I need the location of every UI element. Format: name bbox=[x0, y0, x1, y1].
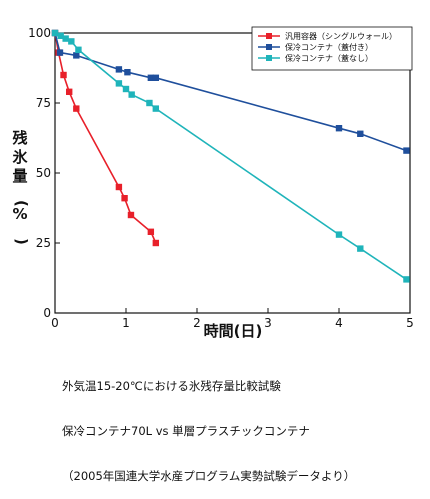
data-point bbox=[73, 105, 80, 112]
x-tick-label: 3 bbox=[264, 316, 272, 330]
x-axis-ticks: 0 1 2 3 4 5 bbox=[51, 308, 414, 330]
legend-label: 汎用容器（シングルウォール） bbox=[285, 31, 397, 41]
legend-item: 保冷コンテナ（蓋なし） bbox=[258, 53, 373, 63]
ice-retention-chart: 0 1 2 3 4 5 0 25 50 75 100 時間(日) 残氷量 (%) 汎用容器（シングル… bbox=[12, 26, 414, 340]
data-point bbox=[73, 52, 80, 59]
y-axis-title-char: ( bbox=[13, 200, 31, 207]
data-point bbox=[357, 130, 364, 137]
y-axis-title-char: 残 bbox=[12, 129, 27, 147]
x-tick-label: 5 bbox=[406, 316, 414, 330]
data-point bbox=[128, 91, 135, 98]
data-point bbox=[66, 88, 73, 95]
caption-line-2: 保冷コンテナ70L vs 単層プラスチックコンテナ bbox=[62, 424, 310, 438]
x-tick-label: 0 bbox=[51, 316, 59, 330]
y-tick-label: 50 bbox=[36, 166, 51, 180]
y-axis-title: 残氷量 (%) bbox=[12, 129, 30, 245]
y-tick-label: 0 bbox=[43, 306, 51, 320]
x-tick-label: 2 bbox=[193, 316, 201, 330]
legend-label: 保冷コンテナ（蓋なし） bbox=[285, 53, 373, 63]
x-tick-label: 4 bbox=[335, 316, 343, 330]
data-point bbox=[146, 99, 153, 107]
legend-swatch-marker bbox=[266, 33, 272, 39]
x-axis-title: 時間(日) bbox=[204, 322, 263, 340]
data-point bbox=[147, 74, 155, 81]
data-point bbox=[124, 69, 131, 76]
data-point bbox=[122, 85, 130, 93]
chart-caption: 外気温15-20℃における氷残存量比較試験 保冷コンテナ70L vs 単層プラス… bbox=[62, 349, 355, 499]
y-axis-ticks: 0 25 50 75 100 bbox=[28, 26, 60, 320]
data-point bbox=[403, 147, 410, 154]
legend-item: 保冷コンテナ（蓋付き） bbox=[258, 42, 373, 52]
caption-line-3: （2005年国連大学水産プログラム実勢試験データより） bbox=[62, 469, 356, 483]
data-point bbox=[51, 29, 59, 37]
data-point bbox=[115, 80, 123, 87]
data-point bbox=[152, 105, 160, 112]
data-point bbox=[115, 183, 123, 191]
data-point bbox=[56, 49, 64, 56]
data-point bbox=[75, 46, 82, 53]
series-3 bbox=[51, 29, 410, 283]
data-point bbox=[60, 71, 67, 79]
data-point bbox=[403, 276, 410, 283]
data-point bbox=[335, 125, 343, 132]
legend-swatch-marker bbox=[266, 55, 272, 61]
series-1 bbox=[51, 29, 160, 247]
data-point bbox=[335, 231, 343, 238]
data-point bbox=[68, 38, 75, 45]
data-point bbox=[152, 239, 160, 247]
data-point bbox=[127, 211, 135, 219]
data-point bbox=[57, 32, 64, 39]
y-axis-title-char: ) bbox=[13, 238, 31, 245]
legend-swatch-marker bbox=[266, 44, 272, 50]
data-point bbox=[115, 66, 123, 73]
y-axis-title-char: % bbox=[12, 205, 27, 223]
data-point bbox=[357, 245, 364, 252]
series-line bbox=[54, 32, 157, 244]
legend-item: 汎用容器（シングルウォール） bbox=[258, 31, 397, 41]
legend-box bbox=[251, 26, 413, 71]
legend: 汎用容器（シングルウォール）保冷コンテナ（蓋付き）保冷コンテナ（蓋なし） bbox=[251, 26, 413, 71]
y-axis-title-char: 氷 bbox=[12, 148, 28, 166]
x-tick-label: 1 bbox=[122, 316, 130, 330]
y-tick-label: 25 bbox=[36, 236, 51, 250]
series-line bbox=[54, 32, 407, 152]
y-axis-title-char: 量 bbox=[12, 167, 27, 185]
data-point bbox=[121, 195, 128, 202]
series-layer bbox=[51, 29, 410, 283]
data-point bbox=[147, 228, 155, 235]
data-point bbox=[62, 35, 69, 42]
y-tick-label: 75 bbox=[36, 96, 51, 110]
legend-label: 保冷コンテナ（蓋付き） bbox=[285, 42, 373, 52]
caption-line-1: 外気温15-20℃における氷残存量比較試験 bbox=[62, 379, 281, 393]
y-tick-label: 100 bbox=[28, 26, 51, 40]
data-point bbox=[152, 74, 160, 81]
